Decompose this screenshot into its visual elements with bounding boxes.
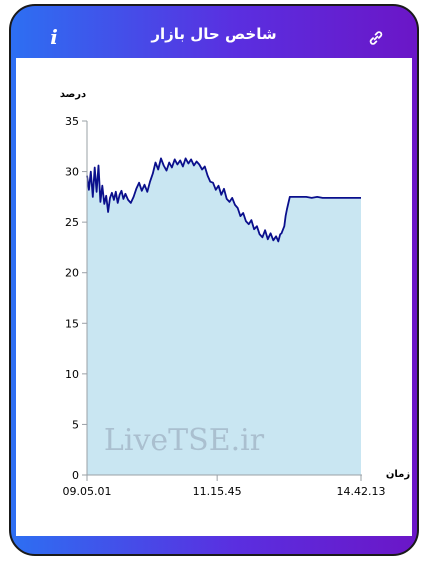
y-tick-label: 20 <box>65 267 79 280</box>
info-icon[interactable]: i <box>50 25 58 49</box>
market-index-chart: LiveTSE.ir 0 5 10 15 20 25 30 35 09.05.01 11.15.4… <box>60 89 411 498</box>
x-axis-title: زمان <box>386 469 410 480</box>
header-bar: i شاخص حال بازار <box>11 6 417 58</box>
y-axis-title: درصد <box>60 89 86 100</box>
page-title: شاخص حال بازار <box>151 25 277 43</box>
y-tick-label: 0 <box>72 469 79 482</box>
y-tick-label: 15 <box>65 317 79 330</box>
y-tick-label: 25 <box>65 216 79 229</box>
y-tick-label: 35 <box>65 115 79 128</box>
watermark: LiveTSE.ir <box>104 423 265 458</box>
series-line <box>86 157 361 243</box>
y-tick-label: 10 <box>65 368 79 381</box>
chart-panel: LiveTSE.ir 0 5 10 15 20 25 30 35 09.05.01 11.15.4… <box>16 58 412 536</box>
app-frame: i شاخص حال بازار LiveTSE.ir 0 5 10 15 20 25 30… <box>9 4 419 556</box>
series-area <box>87 158 361 475</box>
y-tick-label: 5 <box>72 418 79 431</box>
y-tick-label: 30 <box>65 166 79 179</box>
link-icon[interactable] <box>368 30 384 46</box>
x-tick-label: 11.15.45 <box>193 485 242 498</box>
x-tick-label: 09.05.01 <box>63 485 112 498</box>
x-tick-label: 14.42.13 <box>337 485 386 498</box>
